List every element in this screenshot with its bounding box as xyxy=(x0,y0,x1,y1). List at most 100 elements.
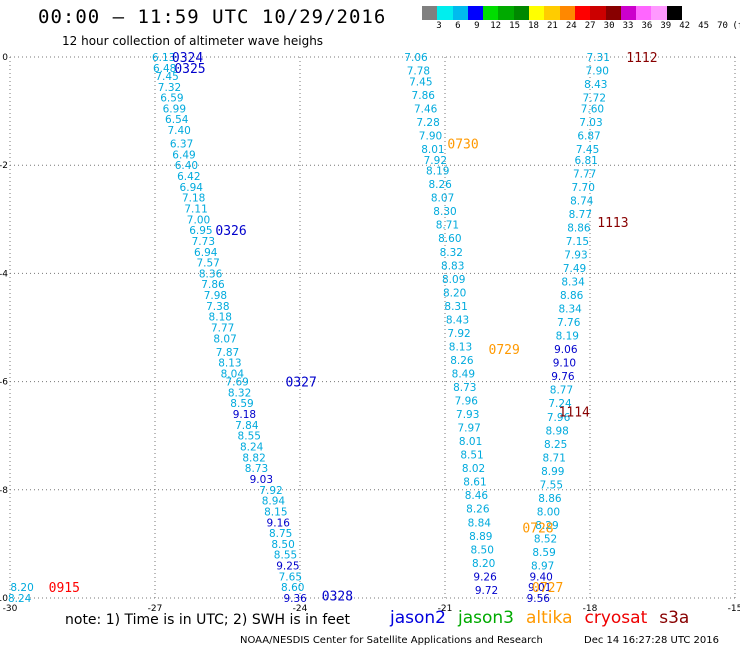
data-point-label: 7.06 xyxy=(404,52,428,64)
data-point-label: 8.82 xyxy=(242,452,265,464)
data-point-label: 7.73 xyxy=(192,236,215,248)
data-point-label: 8.59 xyxy=(230,398,253,410)
color-swatch xyxy=(513,6,530,20)
data-point-label: 8.19 xyxy=(556,331,579,343)
data-point-label: 8.94 xyxy=(262,496,286,508)
data-point-label: 7.77 xyxy=(211,323,234,335)
data-point-label: 7.90 xyxy=(586,66,609,78)
data-point-label: 7.92 xyxy=(447,328,470,340)
data-point-label: 9.56 xyxy=(527,593,551,605)
data-point-label: 8.02 xyxy=(462,463,485,475)
data-point-label: 8.13 xyxy=(449,341,472,353)
data-point-label: 8.55 xyxy=(274,550,297,562)
data-point-label: 8.00 xyxy=(537,506,560,518)
data-point-label: 6.49 xyxy=(172,149,195,161)
track-time-label: 0729 xyxy=(489,343,520,358)
color-swatch xyxy=(467,6,484,20)
x-tick-label: -21 xyxy=(438,604,453,614)
track-time-label: 0727 xyxy=(532,581,563,596)
data-point-label: 7.93 xyxy=(564,249,587,261)
satellite-legend-item: cryosat xyxy=(584,608,648,628)
data-point-label: 8.36 xyxy=(199,268,223,280)
data-point-label: 8.84 xyxy=(468,517,492,529)
data-point-label: 8.71 xyxy=(436,220,459,232)
data-point-label: 7.18 xyxy=(182,193,205,205)
data-point-label: 8.59 xyxy=(532,547,555,559)
color-legend-label: 30 xyxy=(603,21,615,31)
color-legend-label: 9 xyxy=(474,21,480,31)
data-point-label: 8.34 xyxy=(558,304,582,316)
data-point-label: 7.32 xyxy=(158,82,181,94)
color-swatch xyxy=(590,6,606,20)
data-point-label: 8.73 xyxy=(245,463,268,475)
satellite-legend-item: altika xyxy=(526,608,573,628)
data-point-label: 7.78 xyxy=(407,66,430,78)
data-point-label: 7.87 xyxy=(216,347,239,359)
data-point-label: 6.54 xyxy=(165,114,189,126)
satellite-legend-item: jason2 xyxy=(390,608,446,628)
data-point-label: 7.15 xyxy=(566,236,589,248)
data-point-label: 8.86 xyxy=(567,222,591,234)
data-point-label: 7.45 xyxy=(576,144,599,156)
data-point-label: 8.01 xyxy=(421,144,444,156)
data-point-label: 7.92 xyxy=(259,485,282,497)
data-point-label: 8.43 xyxy=(446,314,469,326)
data-point-label: 8.77 xyxy=(550,385,573,397)
data-point-label: 8.19 xyxy=(426,166,449,178)
color-swatch xyxy=(437,6,453,20)
data-point-label: 8.89 xyxy=(469,531,492,543)
data-point-label: 7.03 xyxy=(579,117,602,129)
color-legend-label: 36 xyxy=(641,21,653,31)
data-point-label: 9.10 xyxy=(553,358,576,370)
color-legend-label: 70 xyxy=(717,21,728,31)
data-point-label: 8.26 xyxy=(450,355,474,367)
data-point-label: 8.26 xyxy=(466,504,490,516)
data-point-label: 8.43 xyxy=(584,79,607,91)
data-point-label: 6.59 xyxy=(160,93,183,105)
data-point-label: 8.26 xyxy=(428,179,452,191)
data-point-label: 7.92 xyxy=(424,155,447,167)
data-point-label: 8.20 xyxy=(443,287,466,299)
data-point-label: 8.60 xyxy=(281,582,304,594)
data-point-label: 8.25 xyxy=(544,439,567,451)
data-point-label: 8.49 xyxy=(452,368,475,380)
data-point-label: 8.20 xyxy=(10,582,33,594)
data-point-label: 8.09 xyxy=(442,274,465,286)
data-point-label: 7.77 xyxy=(573,168,596,180)
data-point-label: 7.28 xyxy=(416,117,439,129)
x-tick-label: -30 xyxy=(3,604,18,614)
track-time-label: 1114 xyxy=(559,405,590,420)
data-point-label: 8.86 xyxy=(538,493,562,505)
data-point-label: 8.83 xyxy=(441,260,464,272)
data-point-label: 8.15 xyxy=(264,506,287,518)
color-swatch xyxy=(559,6,575,20)
data-point-label: 8.74 xyxy=(570,195,594,207)
data-point-label: 8.32 xyxy=(440,247,463,259)
data-point-label: 7.40 xyxy=(167,125,190,137)
data-point-label: 6.37 xyxy=(170,139,193,151)
color-swatch xyxy=(544,6,560,20)
x-tick-label: -27 xyxy=(148,604,163,614)
footer-note: note: 1) Time is in UTC; 2) SWH is in fe… xyxy=(65,612,351,628)
data-point-label: 8.32 xyxy=(228,387,251,399)
track-time-label: 0728 xyxy=(522,522,553,537)
data-point-label: 7.96 xyxy=(547,412,571,424)
data-point-label: 7.65 xyxy=(279,571,302,583)
data-point-label: 6.81 xyxy=(574,155,597,167)
data-point-label: 6.48 xyxy=(153,63,176,75)
x-tick-label: -15 xyxy=(728,604,740,614)
timestamp: Dec 14 16:27:28 UTC 2016 xyxy=(584,635,719,646)
page-title: 00:00 — 11:59 UTC 10/29/2016 xyxy=(38,6,387,28)
data-point-label: 8.51 xyxy=(460,450,483,462)
track-time-label: 0915 xyxy=(49,581,80,596)
color-legend-label: 27 xyxy=(584,21,596,31)
data-point-label: 6.94 xyxy=(194,247,218,259)
color-legend-label: 45 xyxy=(698,21,710,31)
data-point-label: 9.01 xyxy=(528,582,551,594)
track-time-label: 0326 xyxy=(215,224,246,239)
data-point-label: 9.72 xyxy=(475,585,498,597)
satellite-legend-item: s3a xyxy=(659,608,690,628)
data-point-label: 7.38 xyxy=(206,301,229,313)
data-point-label: 8.24 xyxy=(240,442,264,454)
